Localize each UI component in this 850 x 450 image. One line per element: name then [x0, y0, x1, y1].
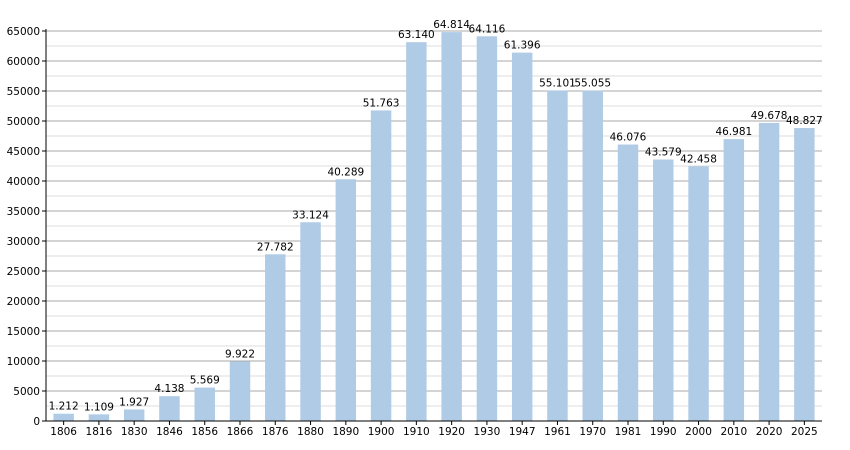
bar-1947 [511, 52, 533, 422]
bar-1981 [617, 144, 639, 421]
bar-1910 [406, 42, 427, 421]
bar-2025 [794, 128, 815, 421]
value-label-1910: 63.140 [398, 29, 435, 41]
bar-1990 [653, 159, 674, 421]
bar-1970 [582, 90, 603, 422]
x-tick-label-1880: 1880 [297, 426, 324, 438]
bar-1900 [370, 110, 392, 421]
value-label-1866: 9.922 [225, 348, 255, 360]
bar-1930 [476, 36, 498, 421]
axes [45, 29, 822, 422]
x-tick-label-2020: 2020 [756, 426, 783, 438]
x-tick-label-1970: 1970 [579, 426, 606, 438]
y-tick-label: 0 [33, 416, 40, 428]
x-tick-label-1947: 1947 [509, 426, 536, 438]
value-label-1930: 64.116 [469, 23, 506, 35]
x-tick-label-1876: 1876 [262, 426, 289, 438]
value-label-1947: 61.396 [504, 40, 541, 52]
y-tick-label: 15000 [7, 326, 40, 338]
bar-1866 [229, 361, 251, 421]
value-label-1981: 46.076 [610, 132, 647, 144]
bar-1816 [88, 414, 110, 421]
value-label-1900: 51.763 [363, 97, 400, 109]
x-tick-label-1961: 1961 [544, 426, 571, 438]
value-labels: 1.212 1.109 1.927 4.138 5.569 9.922 27.782 33.1… [49, 19, 823, 413]
value-label-1970: 55.055 [574, 78, 611, 90]
bar-1856 [194, 387, 215, 421]
bars [53, 32, 815, 422]
value-label-1880: 33.124 [292, 209, 329, 221]
value-label-1876: 27.782 [257, 241, 294, 253]
y-tick-label: 45000 [7, 146, 40, 158]
bar-2020 [758, 122, 780, 421]
x-tick-label-1806: 1806 [50, 426, 77, 438]
y-tick-label: 35000 [7, 206, 40, 218]
x-tick-label-1846: 1846 [156, 426, 183, 438]
y-tick-label: 30000 [7, 236, 40, 248]
y-tick-label: 40000 [7, 176, 40, 188]
x-tick-label-2000: 2000 [685, 426, 712, 438]
x-tick-label-2025: 2025 [791, 426, 818, 438]
y-tick-label: 10000 [7, 356, 40, 368]
y-tick-label: 25000 [7, 266, 40, 278]
bar-1920 [441, 32, 462, 422]
value-label-1806: 1.212 [49, 401, 79, 413]
x-tick-label-1900: 1900 [368, 426, 395, 438]
value-label-2010: 46.981 [715, 126, 752, 138]
x-tick-label-2010: 2010 [720, 426, 747, 438]
value-label-2025: 48.827 [786, 115, 823, 127]
y-tick-label: 50000 [7, 116, 40, 128]
x-tick-label-1816: 1816 [86, 426, 113, 438]
x-tick-label-1981: 1981 [615, 426, 642, 438]
value-label-1846: 4.138 [154, 383, 184, 395]
bar-1880 [300, 222, 321, 421]
y-tick-label: 20000 [7, 296, 40, 308]
value-label-1816: 1.109 [84, 401, 114, 413]
bar-1876 [265, 254, 286, 421]
x-tick-label-1866: 1866 [227, 426, 254, 438]
x-tick-label-1930: 1930 [474, 426, 501, 438]
bar-2000 [688, 166, 709, 421]
y-tick-label: 5000 [13, 386, 40, 398]
bar-1961 [547, 90, 568, 422]
x-tick-label-1830: 1830 [121, 426, 148, 438]
y-tick-label: 55000 [7, 86, 40, 98]
value-label-2020: 49.678 [751, 110, 788, 122]
x-axis-ticks: 1806 1816 1830 1846 1856 1866 1876 1880 1890 1900… [50, 421, 818, 438]
value-label-1961: 55.101 [539, 77, 576, 89]
value-label-1920: 64.814 [433, 19, 470, 31]
value-label-1830: 1.927 [119, 396, 149, 408]
bar-1846 [159, 396, 180, 421]
x-tick-label-1890: 1890 [332, 426, 359, 438]
bar-1830 [123, 409, 145, 421]
value-label-2000: 42.458 [680, 153, 717, 165]
x-tick-label-1910: 1910 [403, 426, 430, 438]
y-tick-label: 60000 [7, 56, 40, 68]
value-label-1856: 5.569 [190, 375, 220, 387]
y-axis-ticks: 0 5000 10000 15000 20000 25000 30000 35000 40000… [7, 26, 46, 428]
value-label-1890: 40.289 [327, 166, 364, 178]
x-tick-label-1990: 1990 [650, 426, 677, 438]
bar-1890 [335, 179, 357, 421]
bar-1806 [53, 413, 74, 421]
y-tick-label: 65000 [7, 26, 40, 38]
x-tick-label-1920: 1920 [438, 426, 465, 438]
bar-2010 [723, 139, 745, 421]
value-label-1990: 43.579 [645, 147, 682, 159]
x-tick-label-1856: 1856 [191, 426, 218, 438]
